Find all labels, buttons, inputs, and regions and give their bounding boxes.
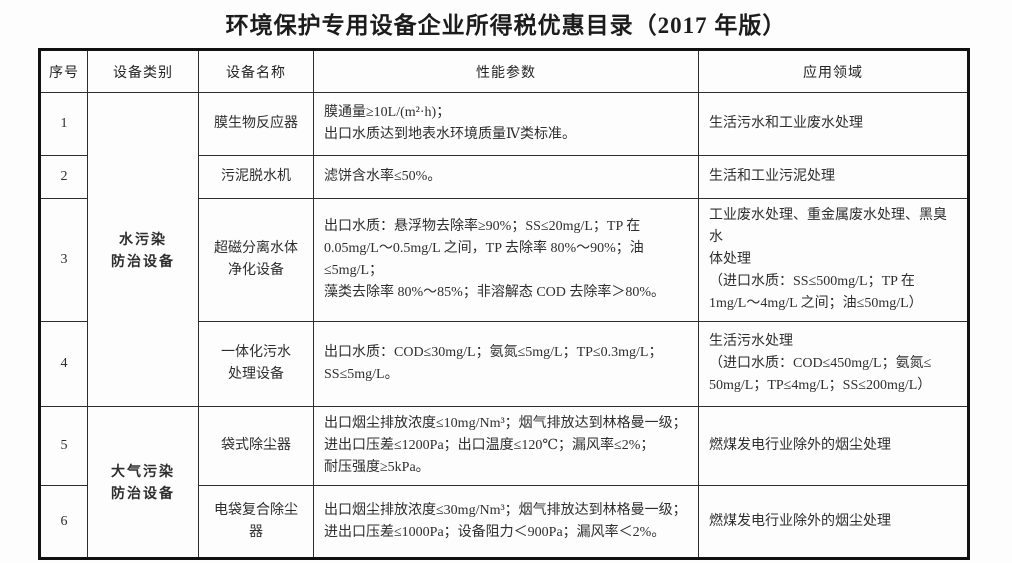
cell-no-5: 5 <box>39 406 88 486</box>
cell-application-3: 工业废水处理、重金属废水处理、黑臭水 体处理 （进口水质：SS≤500mg/L；… <box>698 198 969 322</box>
table-row: 1 水污染 防治设备 膜生物反应器 膜通量≥10L/(m²·h)； 出口水质达到… <box>39 92 969 407</box>
header-no: 序号 <box>39 49 88 93</box>
header-application: 应用领域 <box>698 49 969 93</box>
cell-name-6: 电袋复合除尘器 <box>198 485 314 559</box>
table-header-row: 序号 设备类别 设备名称 性能参数 应用领域 <box>39 49 969 93</box>
table-row: 6 电袋复合除尘器 出口烟尘排放浓度≤30mg/Nm³；烟气排放达到林格曼一级；… <box>39 485 969 559</box>
table-row: 4 一体化污水 处理设备 出口水质：COD≤30mg/L；氨氮≤5mg/L；TP… <box>39 321 969 407</box>
cell-no-4: 4 <box>39 321 88 407</box>
cell-application-4: 生活污水处理 （进口水质：COD≤450mg/L；氨氮≤ 50mg/L；TP≤4… <box>698 321 969 407</box>
cell-name-2: 污泥脱水机 <box>198 155 314 199</box>
cell-name-1: 膜生物反应器 <box>198 92 314 156</box>
cell-no-1: 1 <box>39 92 88 156</box>
cell-no-6: 6 <box>39 485 88 559</box>
table-row: 2 污泥脱水机 滤饼含水率≤50%。 生活和工业污泥处理 <box>39 155 969 199</box>
header-name: 设备名称 <box>198 49 314 93</box>
cell-params-4: 出口水质：COD≤30mg/L；氨氮≤5mg/L；TP≤0.3mg/L； SS≤… <box>313 321 699 407</box>
cell-name-5: 袋式除尘器 <box>198 406 314 486</box>
cell-application-5: 燃煤发电行业除外的烟尘处理 <box>698 406 969 486</box>
cell-category-air-pollution: 大气污染 防治设备 <box>87 406 199 559</box>
cell-name-4: 一体化污水 处理设备 <box>198 321 314 407</box>
cell-params-6: 出口烟尘排放浓度≤30mg/Nm³；烟气排放达到林格曼一级； 进出口压差≤100… <box>313 485 699 559</box>
table-row: 3 超磁分离水体 净化设备 出口水质：悬浮物去除率≥90%；SS≤20mg/L；… <box>39 198 969 322</box>
catalog-table: 序号 设备类别 设备名称 性能参数 应用领域 1 水污染 防治设备 膜生物反应器… <box>38 48 970 560</box>
table-row: 5 大气污染 防治设备 袋式除尘器 出口烟尘排放浓度≤10mg/Nm³；烟气排放… <box>39 406 969 559</box>
cell-no-3: 3 <box>39 198 88 322</box>
cell-category-water-pollution: 水污染 防治设备 <box>87 92 199 407</box>
cell-params-2: 滤饼含水率≤50%。 <box>313 155 699 199</box>
cell-params-1: 膜通量≥10L/(m²·h)； 出口水质达到地表水环境质量Ⅳ类标准。 <box>313 92 699 156</box>
cell-application-1: 生活污水和工业废水处理 <box>698 92 969 156</box>
cell-params-3: 出口水质：悬浮物去除率≥90%；SS≤20mg/L；TP 在 0.05mg/L～… <box>313 198 699 322</box>
header-params: 性能参数 <box>313 49 699 93</box>
header-category: 设备类别 <box>87 49 199 93</box>
cell-params-5: 出口烟尘排放浓度≤10mg/Nm³；烟气排放达到林格曼一级； 进出口压差≤120… <box>313 406 699 486</box>
cell-no-2: 2 <box>39 155 88 199</box>
page-title: 环境保护专用设备企业所得税优惠目录（2017 年版） <box>225 13 787 38</box>
cell-application-2: 生活和工业污泥处理 <box>698 155 969 199</box>
cell-application-6: 燃煤发电行业除外的烟尘处理 <box>698 485 969 559</box>
cell-name-3: 超磁分离水体 净化设备 <box>198 198 314 322</box>
